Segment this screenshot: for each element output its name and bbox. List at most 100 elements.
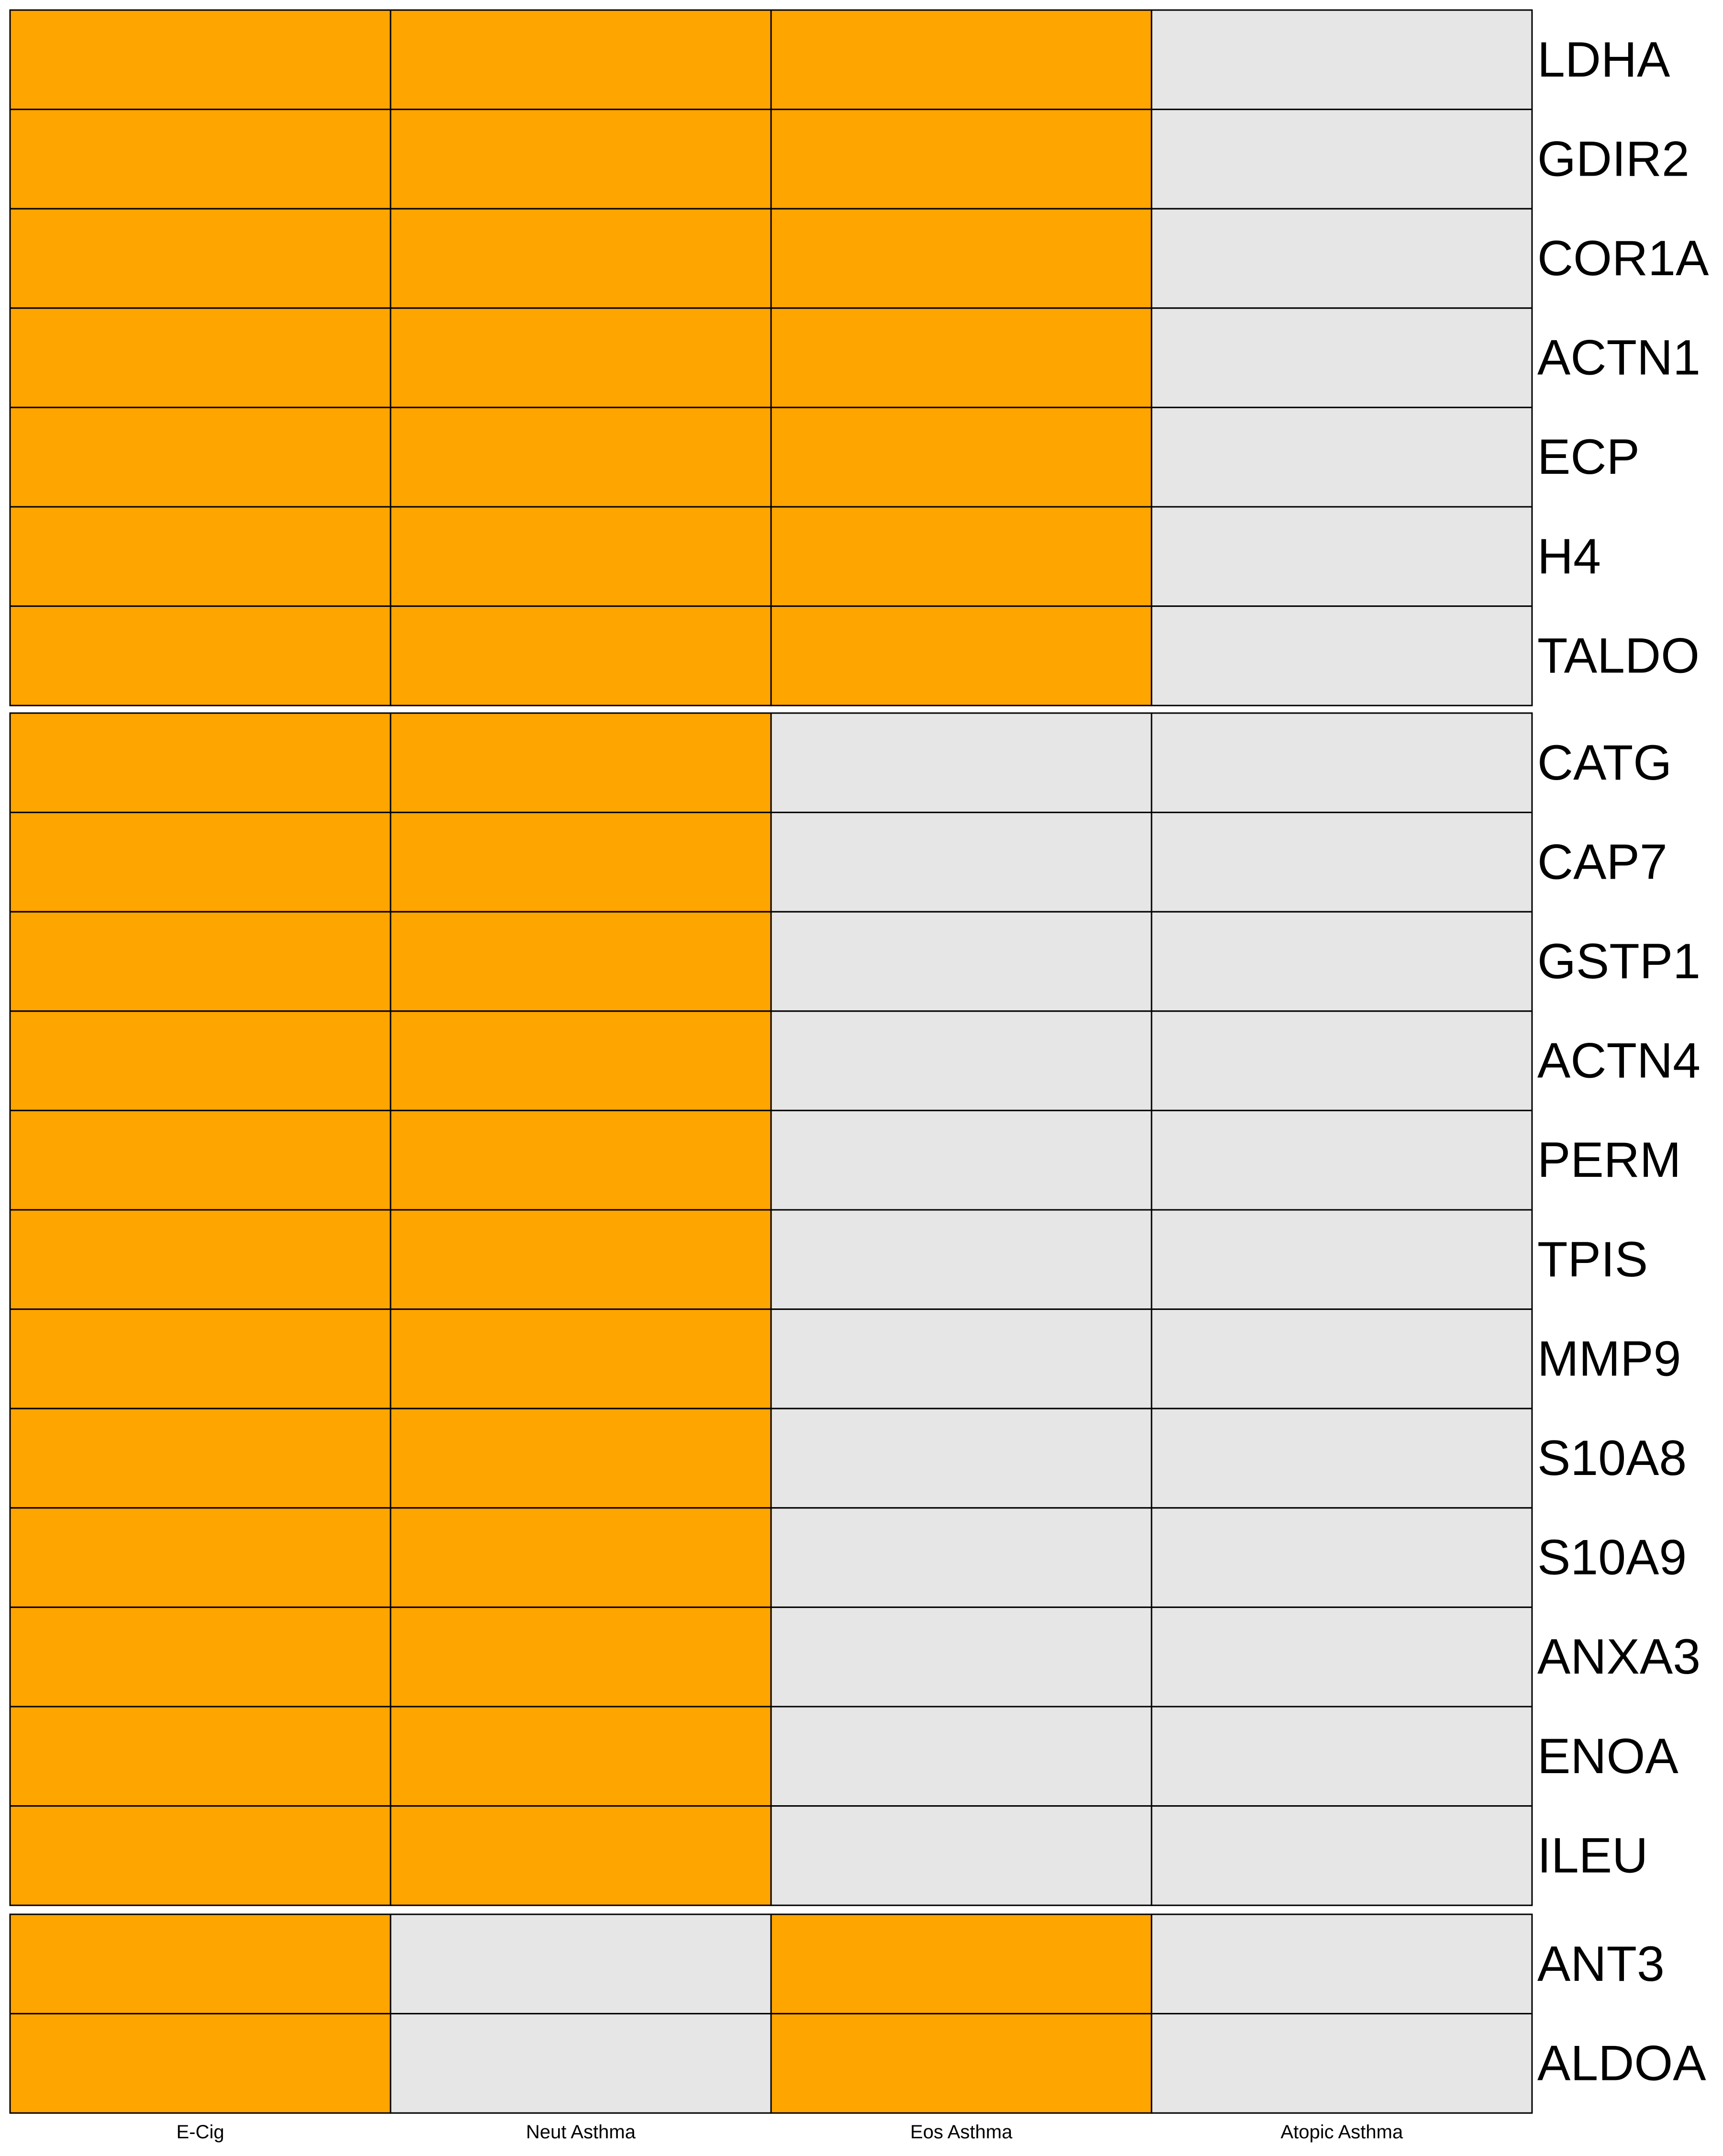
heatmap-cell: [1151, 1606, 1533, 1708]
column-label: Neut Asthma: [526, 2122, 636, 2143]
heatmap-cell: [9, 1507, 392, 1608]
heatmap-cell: [1151, 1109, 1533, 1211]
heatmap-cell: [1151, 1507, 1533, 1608]
heatmap-cell: [770, 605, 1152, 706]
heatmap-cell: [770, 1209, 1152, 1310]
heatmap-cell: [9, 911, 392, 1012]
heatmap-cell: [770, 208, 1152, 309]
heatmap-cell: [1151, 9, 1533, 111]
row-label: GDIR2: [1537, 131, 1689, 187]
heatmap-cell: [9, 1706, 392, 1807]
row-label: ACTN4: [1537, 1033, 1701, 1089]
heatmap-cell: [9, 712, 392, 814]
heatmap-cell: [9, 1010, 392, 1111]
row-label: COR1A: [1537, 231, 1709, 286]
heatmap-cell: [770, 506, 1152, 607]
heatmap-cell: [390, 1109, 772, 1211]
heatmap-cell: [1151, 605, 1533, 706]
row-label: ACTN1: [1537, 330, 1701, 386]
heatmap-cell: [390, 2013, 772, 2114]
heatmap-cell: [1151, 109, 1533, 210]
row-label: ALDOA: [1537, 2035, 1706, 2091]
heatmap-cell: [770, 1109, 1152, 1211]
heatmap-cell: [770, 1408, 1152, 1509]
heatmap-cell: [9, 2013, 392, 2114]
heatmap-cell: [390, 1209, 772, 1310]
row-label: MMP9: [1537, 1331, 1681, 1386]
heatmap-cell: [9, 1408, 392, 1509]
heatmap-cell: [9, 307, 392, 408]
heatmap-cell: [1151, 506, 1533, 607]
row-label: ANT3: [1537, 1936, 1665, 1992]
row-label: ECP: [1537, 429, 1640, 485]
heatmap-cell: [770, 712, 1152, 814]
heatmap-cell: [1151, 1209, 1533, 1310]
heatmap-cell: [1151, 812, 1533, 913]
row-label: LDHA: [1537, 32, 1670, 88]
heatmap-cell: [390, 1913, 772, 2015]
heatmap-cell: [770, 911, 1152, 1012]
heatmap-cell: [9, 1308, 392, 1409]
heatmap-cell: [770, 1913, 1152, 2015]
heatmap-cell: [770, 2013, 1152, 2114]
heatmap-cell: [770, 1805, 1152, 1906]
row-label: S10A9: [1537, 1530, 1687, 1586]
heatmap-cell: [390, 506, 772, 607]
heatmap-cell: [390, 1706, 772, 1807]
heatmap-cell: [9, 812, 392, 913]
heatmap-cell: [9, 1805, 392, 1906]
heatmap-cell: [1151, 2013, 1533, 2114]
heatmap-cell: [1151, 208, 1533, 309]
heatmap-cell: [390, 812, 772, 913]
row-label: ENOA: [1537, 1729, 1678, 1784]
heatmap-cell: [1151, 1010, 1533, 1111]
heatmap-cell: [770, 1706, 1152, 1807]
heatmap-cell: [390, 1507, 772, 1608]
heatmap-cell: [390, 109, 772, 210]
heatmap-cell: [770, 1507, 1152, 1608]
heatmap-cell: [1151, 712, 1533, 814]
heatmap-cell: [9, 506, 392, 607]
heatmap-cell: [1151, 307, 1533, 408]
heatmap-cell: [1151, 1805, 1533, 1906]
heatmap-cell: [770, 1606, 1152, 1708]
heatmap-cell: [770, 109, 1152, 210]
column-label: Eos Asthma: [910, 2122, 1013, 2143]
heatmap-cell: [9, 109, 392, 210]
column-label: Atopic Asthma: [1281, 2122, 1403, 2143]
heatmap-cell: [770, 1010, 1152, 1111]
heatmap-cell: [9, 605, 392, 706]
heatmap-cell: [1151, 1308, 1533, 1409]
row-label: PERM: [1537, 1132, 1681, 1188]
row-label: CAP7: [1537, 834, 1667, 890]
heatmap-cell: [9, 1913, 392, 2015]
heatmap-cell: [390, 605, 772, 706]
row-label: H4: [1537, 529, 1601, 584]
heatmap-cell: [1151, 1706, 1533, 1807]
heatmap-cell: [9, 9, 392, 111]
heatmap-cell: [390, 208, 772, 309]
heatmap-cell: [390, 1010, 772, 1111]
row-label: TPIS: [1537, 1232, 1648, 1287]
heatmap-cell: [9, 208, 392, 309]
column-label: E-Cig: [176, 2122, 224, 2143]
heatmap-cell: [770, 9, 1152, 111]
heatmap-cell: [390, 9, 772, 111]
row-label: ILEU: [1537, 1828, 1648, 1883]
heatmap-cell: [390, 1408, 772, 1509]
heatmap-cell: [770, 812, 1152, 913]
heatmap-cell: [1151, 1913, 1533, 2015]
heatmap-cell: [390, 712, 772, 814]
heatmap-cell: [9, 1209, 392, 1310]
row-label: TALDO: [1537, 628, 1700, 683]
heatmap-cell: [9, 1606, 392, 1708]
heatmap-cell: [390, 406, 772, 508]
row-label: GSTP1: [1537, 934, 1701, 989]
heatmap-cell: [390, 1606, 772, 1708]
heatmap-cell: [1151, 911, 1533, 1012]
heatmap-cell: [9, 406, 392, 508]
row-label: ANXA3: [1537, 1629, 1701, 1685]
heatmap-cell: [1151, 1408, 1533, 1509]
